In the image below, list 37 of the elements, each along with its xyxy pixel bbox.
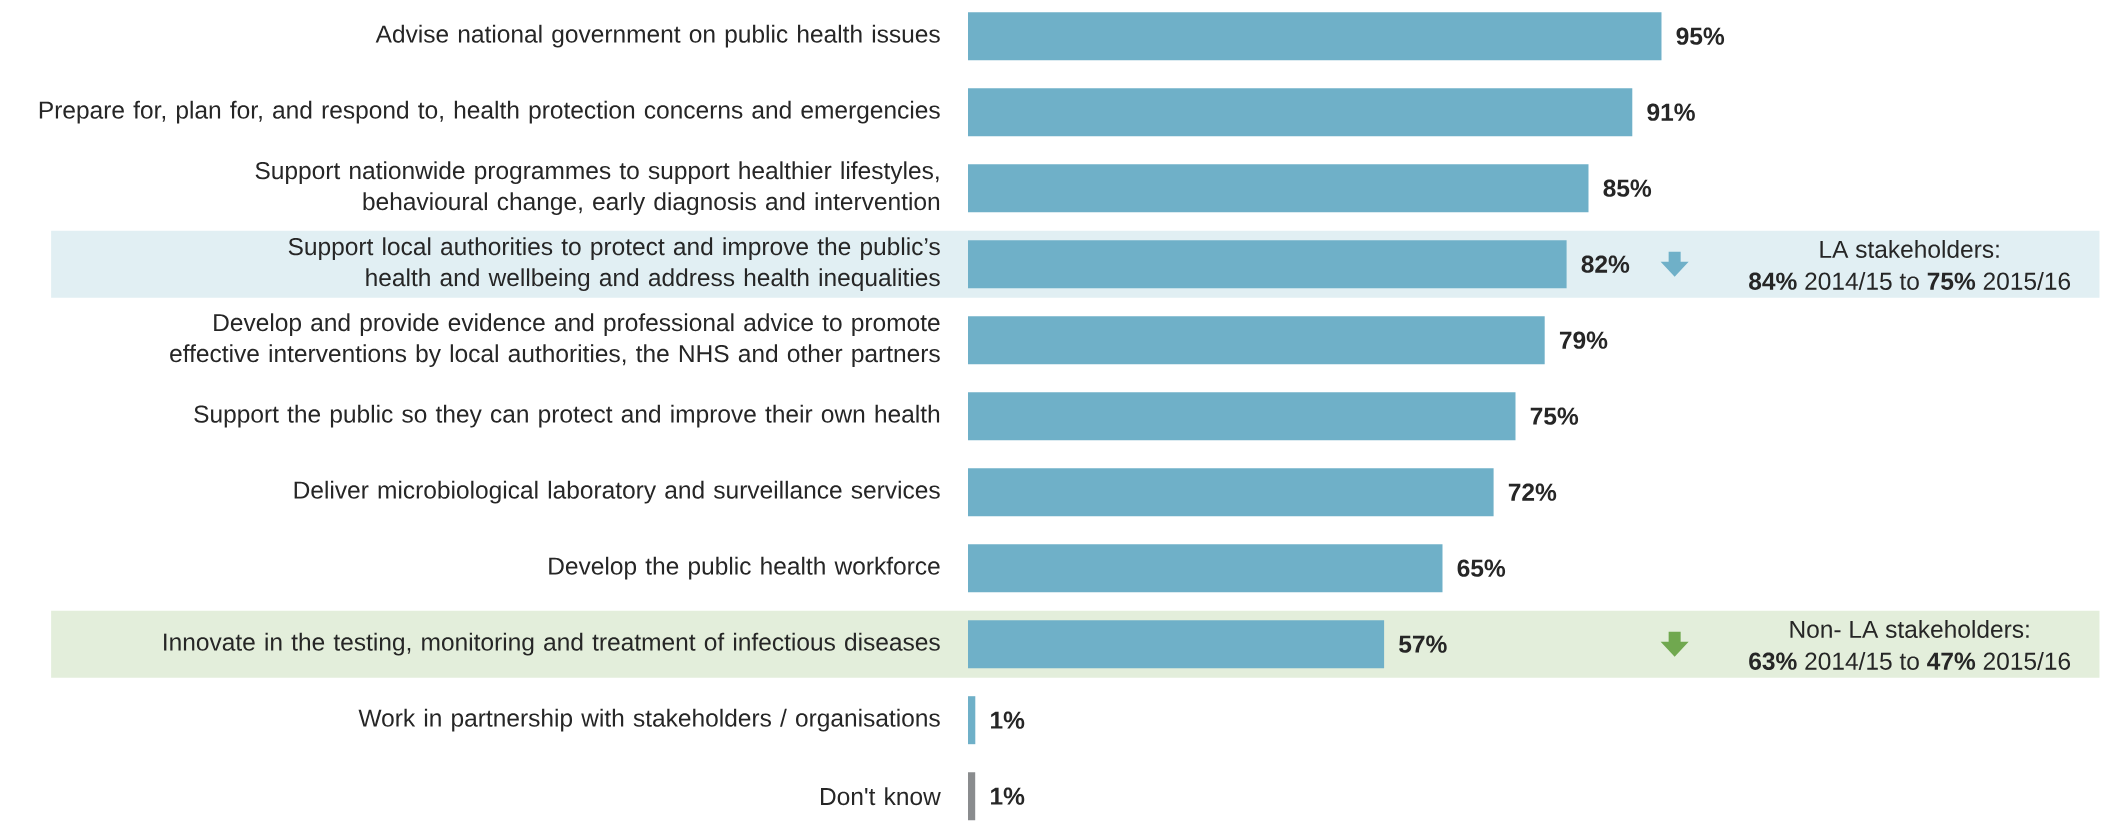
bar (968, 772, 976, 821)
y-tick-label: Innovate in the testing, monitoring and treatment of infectious diseases (164, 632, 940, 656)
y-tick-label: Don't know (821, 787, 941, 806)
bar (968, 240, 1567, 289)
y-tick-label: Develop and provide evidence and professional advice to promote effective interventions by local authorities, the NHS and other partners (170, 313, 940, 368)
y-tick-label: Advise national government on public health issues (375, 24, 940, 48)
bar (968, 468, 1494, 517)
data-label: 72% (1508, 483, 1557, 501)
bar (968, 88, 1633, 137)
y-tick-label: Develop the public health workforce (549, 556, 940, 580)
bar (968, 12, 1662, 61)
y-tick-label: Support local authorities to protect and improve the public’s health and wellbeing and address health inequalities (288, 237, 940, 292)
data-label: 82% (1581, 255, 1630, 273)
bar (968, 316, 1545, 365)
data-label: 65% (1457, 559, 1506, 577)
bar (968, 164, 1589, 213)
text: 84% 2014/15 to 75% 2015/16 (1749, 271, 2071, 290)
data-label: 1% (991, 787, 1025, 805)
data-label: 95% (1676, 27, 1725, 45)
data-label: 57% (1399, 635, 1447, 653)
data-label: 75% (1530, 407, 1579, 425)
bar (968, 392, 1516, 441)
y-tick-label: Support the public so they can protect and improve their own health (194, 404, 940, 428)
y-tick-label: Prepare for, plan for, and respond to, health protection concerns and emergencies (39, 100, 940, 124)
y-tick-label: Deliver microbiological laboratory and surveillance services (294, 480, 940, 504)
y-tick-label: Support nationwide programmes to support healthier lifestyles, behavioural change, early diagnosis and intervention (255, 161, 940, 216)
data-label: 85% (1603, 179, 1652, 197)
data-label: 91% (1647, 103, 1695, 121)
bar (968, 620, 1385, 669)
band-label: Non- LA stakeholders: (1790, 620, 2029, 638)
band-label: LA stakeholders: (1820, 240, 1999, 258)
text: 63% 2014/15 to 47% 2015/16 (1749, 651, 2071, 670)
y-tick-label: Work in partnership with stakeholders / organisations (358, 708, 940, 732)
bar (968, 544, 1443, 593)
data-label: 79% (1559, 331, 1608, 349)
data-label: 1% (991, 711, 1025, 729)
bar (968, 696, 976, 745)
